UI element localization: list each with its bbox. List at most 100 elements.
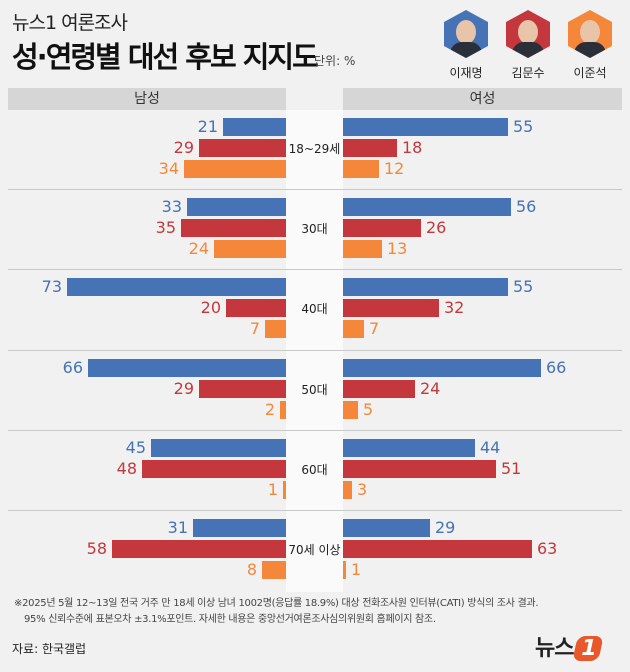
bar-female xyxy=(343,299,439,318)
bar-male xyxy=(193,519,286,537)
candidate-name: 이준석 xyxy=(573,66,607,80)
value-label-female: 7 xyxy=(369,319,380,339)
value-label-male: 31 xyxy=(167,518,188,537)
bar-female xyxy=(343,160,379,178)
bar-female xyxy=(343,240,382,259)
value-label-male: 2 xyxy=(264,399,275,419)
value-label-male: 21 xyxy=(197,117,218,136)
candidate-photo xyxy=(568,10,612,58)
value-label-male: 7 xyxy=(249,319,260,339)
source: 자료: 한국갤럽 xyxy=(12,642,87,656)
value-label-male: 35 xyxy=(155,218,176,238)
group-divider xyxy=(8,349,622,351)
footnote-line: ※2025년 5월 12~13일 전국 거주 만 18세 이상 남녀 1002명… xyxy=(14,598,539,609)
value-label-female: 26 xyxy=(426,218,447,238)
bar-male xyxy=(181,219,286,238)
value-label-female: 66 xyxy=(546,357,567,377)
value-label-male: 8 xyxy=(246,560,257,579)
bar-female xyxy=(343,459,496,478)
candidate-0: 이재명 xyxy=(440,10,492,81)
bar-male xyxy=(199,139,286,157)
panel-header-male: 남성 xyxy=(8,88,286,110)
age-group-label: 60대 xyxy=(301,462,328,477)
bar-female xyxy=(343,139,397,157)
group-divider xyxy=(8,510,622,511)
candidate-name: 김문수 xyxy=(511,66,545,80)
footnote: ※2025년 5월 12~13일 전국 거주 만 18세 이상 남녀 1002명… xyxy=(14,596,539,628)
value-label-male: 45 xyxy=(125,437,146,457)
bar-female xyxy=(343,278,508,297)
value-label-female: 3 xyxy=(357,479,368,499)
center-column xyxy=(286,110,343,592)
value-label-female: 12 xyxy=(384,159,405,178)
value-label-female: 55 xyxy=(513,117,534,136)
candidate-name: 이재명 xyxy=(449,66,483,80)
value-label-male: 48 xyxy=(116,458,137,478)
news1-logo: 뉴스 1 xyxy=(535,630,605,662)
value-label-female: 56 xyxy=(516,197,537,217)
value-label-female: 44 xyxy=(480,437,501,457)
value-label-male: 58 xyxy=(86,539,107,558)
bar-male xyxy=(280,400,286,419)
bar-female xyxy=(343,438,475,457)
group-divider xyxy=(8,429,622,431)
bar-male xyxy=(142,459,286,478)
value-label-male: 33 xyxy=(161,197,182,217)
group-divider xyxy=(8,189,622,191)
candidate-1: 김문수 xyxy=(502,10,554,81)
age-group-label: 18~29세 xyxy=(288,142,341,156)
bar-female xyxy=(343,219,421,238)
bar-male xyxy=(199,379,286,398)
bar-female xyxy=(343,561,346,579)
bar-female xyxy=(343,540,532,558)
value-label-female: 51 xyxy=(501,458,522,478)
bar-female xyxy=(343,480,352,499)
group-divider xyxy=(8,269,622,271)
value-label-female: 5 xyxy=(363,399,374,419)
bar-male xyxy=(262,561,286,579)
candidate-2: 이준석 xyxy=(564,10,616,81)
bar-female xyxy=(343,320,364,339)
bar-female xyxy=(343,198,511,217)
bar-female xyxy=(343,118,508,136)
value-label-male: 73 xyxy=(41,277,62,297)
value-label-female: 63 xyxy=(537,539,558,558)
candidate-photo xyxy=(506,10,550,58)
value-label-male: 29 xyxy=(173,138,194,157)
value-label-female: 24 xyxy=(420,378,441,398)
bar-male xyxy=(226,299,286,318)
chart-title: 성·연령별 대선 후보 지지도 xyxy=(12,40,319,74)
bar-female xyxy=(343,519,430,537)
bar-male xyxy=(184,160,286,178)
value-label-female: 18 xyxy=(402,138,423,157)
bar-male xyxy=(88,358,286,377)
bar-male xyxy=(187,198,286,217)
bar-female xyxy=(343,379,415,398)
supertitle: 뉴스1 여론조사 xyxy=(12,12,128,34)
bar-female xyxy=(343,358,541,377)
panel-header-female: 여성 xyxy=(343,88,622,110)
footnote-line: 95% 신뢰수준에 표본오차 ±3.1%포인트. 자세한 내용은 중앙선거여론조… xyxy=(24,614,436,625)
value-label-female: 32 xyxy=(444,298,465,318)
bar-male xyxy=(223,118,286,136)
age-group-label: 50대 xyxy=(301,382,328,397)
value-label-male: 1 xyxy=(267,479,278,499)
age-group-label: 70세 이상 xyxy=(288,543,341,557)
value-label-male: 24 xyxy=(188,239,209,259)
value-label-female: 1 xyxy=(351,560,362,579)
bar-male xyxy=(151,438,286,457)
value-label-female: 55 xyxy=(513,277,534,297)
value-label-male: 34 xyxy=(158,159,179,178)
bar-male xyxy=(265,320,286,339)
unit-label: 단위: % xyxy=(314,54,356,68)
bar-male xyxy=(214,240,286,259)
bar-male xyxy=(112,540,286,558)
age-group-label: 40대 xyxy=(301,302,328,317)
value-label-female: 13 xyxy=(387,239,408,259)
bar-female xyxy=(343,400,358,419)
value-label-female: 29 xyxy=(435,518,456,537)
value-label-male: 20 xyxy=(200,298,221,318)
candidate-photo xyxy=(444,10,488,58)
value-label-male: 29 xyxy=(173,378,194,398)
